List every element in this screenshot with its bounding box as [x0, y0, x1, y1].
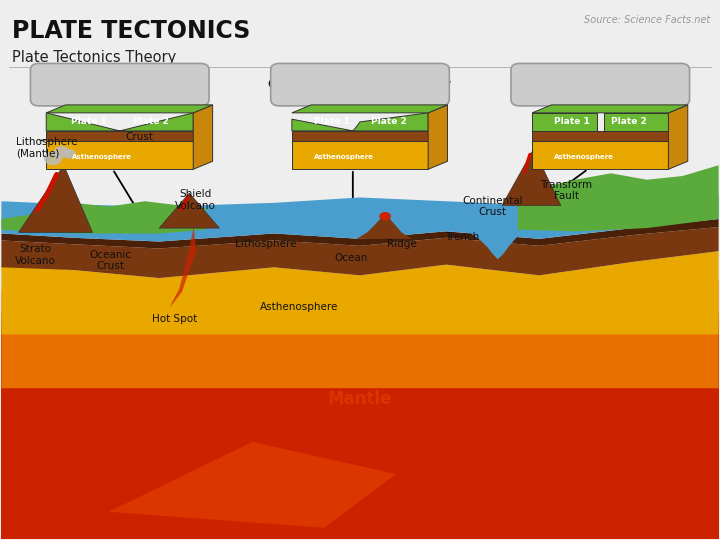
Text: Asthenosphere: Asthenosphere — [72, 153, 132, 160]
Polygon shape — [292, 141, 428, 169]
Text: Transform
Fault: Transform Fault — [541, 180, 593, 201]
Text: Asthenosphere: Asthenosphere — [554, 153, 614, 160]
Polygon shape — [170, 227, 197, 308]
Polygon shape — [1, 219, 719, 248]
Text: Mantle: Mantle — [328, 390, 392, 408]
Polygon shape — [532, 105, 688, 113]
Text: Strato
Volcano: Strato Volcano — [15, 244, 56, 266]
Text: Plate 2: Plate 2 — [132, 117, 168, 126]
Polygon shape — [471, 231, 523, 259]
Text: Convergent Plate Boundary: Convergent Plate Boundary — [269, 78, 451, 91]
FancyBboxPatch shape — [511, 63, 690, 106]
Polygon shape — [1, 227, 719, 278]
Circle shape — [44, 151, 63, 165]
Text: Divergent Plate Boundary: Divergent Plate Boundary — [34, 78, 205, 91]
Text: Ocean: Ocean — [335, 253, 368, 263]
Text: Asthenosphere: Asthenosphere — [314, 153, 374, 160]
Text: Shield
Volcano: Shield Volcano — [175, 190, 215, 211]
Circle shape — [379, 212, 391, 220]
Polygon shape — [668, 105, 688, 169]
Text: Transform Plate Boundary: Transform Plate Boundary — [513, 78, 687, 91]
Text: PLATE TECTONICS: PLATE TECTONICS — [12, 18, 251, 43]
Polygon shape — [292, 113, 428, 131]
Polygon shape — [518, 165, 719, 231]
Polygon shape — [532, 131, 668, 141]
Text: Plate 2: Plate 2 — [611, 117, 647, 126]
Polygon shape — [356, 214, 412, 239]
Polygon shape — [159, 193, 220, 228]
Text: Trench: Trench — [445, 232, 479, 242]
Polygon shape — [428, 105, 448, 169]
Text: Lithosphere
(Mantle): Lithosphere (Mantle) — [16, 137, 77, 158]
Text: Plate Tectonics Theory: Plate Tectonics Theory — [12, 50, 176, 65]
Polygon shape — [1, 251, 719, 334]
Text: Continental
Crust: Continental Crust — [462, 196, 523, 218]
Polygon shape — [109, 442, 396, 528]
Text: Plate 1: Plate 1 — [554, 117, 590, 126]
Text: Ridge: Ridge — [387, 239, 416, 249]
Polygon shape — [46, 105, 212, 113]
FancyBboxPatch shape — [271, 63, 449, 106]
Polygon shape — [1, 281, 719, 388]
Text: Source: Science Facts.net: Source: Science Facts.net — [584, 15, 710, 25]
Polygon shape — [1, 313, 719, 538]
Polygon shape — [1, 195, 719, 241]
Polygon shape — [193, 105, 212, 169]
Circle shape — [63, 149, 76, 159]
Polygon shape — [1, 201, 206, 233]
FancyBboxPatch shape — [30, 63, 209, 106]
Text: Asthenosphere: Asthenosphere — [260, 301, 338, 312]
Text: Lithosphere: Lithosphere — [235, 239, 296, 249]
Text: Plate 1: Plate 1 — [71, 117, 107, 126]
Text: Plate 2: Plate 2 — [371, 117, 407, 126]
Text: Crust: Crust — [126, 132, 154, 142]
Polygon shape — [292, 105, 448, 113]
Polygon shape — [46, 131, 193, 141]
Polygon shape — [532, 113, 668, 131]
Polygon shape — [292, 131, 428, 141]
Polygon shape — [46, 141, 193, 169]
Text: Hot Spot: Hot Spot — [153, 314, 197, 325]
Text: Plate 1: Plate 1 — [313, 117, 349, 126]
Polygon shape — [502, 149, 561, 206]
Polygon shape — [19, 165, 92, 232]
Text: Oceanic
Crust: Oceanic Crust — [89, 249, 132, 271]
Polygon shape — [46, 113, 193, 131]
Polygon shape — [532, 141, 668, 169]
Circle shape — [54, 146, 70, 158]
